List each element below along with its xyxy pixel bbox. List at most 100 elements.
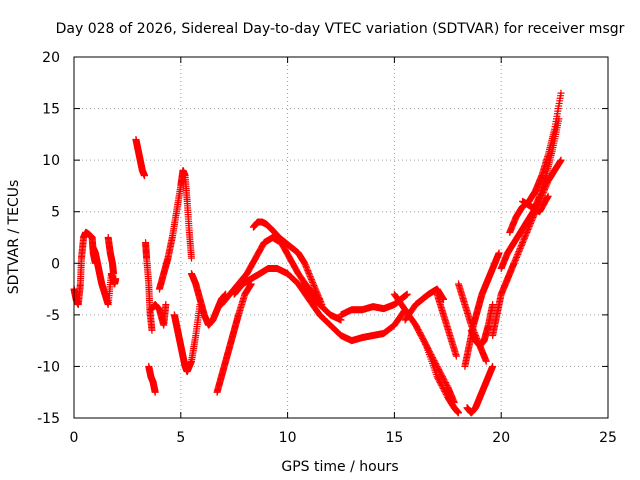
- data-point-marker: [472, 331, 480, 339]
- data-point-marker: [440, 295, 448, 303]
- series-arc-01: [70, 228, 99, 309]
- data-point-marker: [422, 342, 430, 350]
- data-point-marker: [420, 337, 428, 345]
- series-arc-08: [155, 166, 195, 293]
- data-point-marker: [304, 267, 312, 275]
- y-tick-label: 20: [42, 50, 60, 66]
- series-arc-20: [412, 321, 458, 407]
- data-point-marker: [413, 324, 421, 332]
- x-axis-label: GPS time / hours: [281, 459, 398, 475]
- data-point-marker: [427, 351, 435, 359]
- data-point-marker: [467, 321, 475, 329]
- y-tick-label: -5: [46, 308, 60, 324]
- data-point-marker: [309, 278, 317, 286]
- data-point-marker: [544, 192, 552, 200]
- data-point-marker: [438, 371, 446, 379]
- data-point-marker: [431, 358, 439, 366]
- data-point-marker: [302, 262, 310, 270]
- series-arc-14: [230, 264, 345, 324]
- data-point-marker: [301, 261, 309, 269]
- data-point-marker: [473, 334, 481, 342]
- x-tick-label: 0: [70, 430, 79, 446]
- data-point-marker: [429, 355, 437, 363]
- data-point-marker: [305, 270, 313, 278]
- data-point-marker: [513, 252, 521, 260]
- data-point-marker: [162, 301, 170, 309]
- data-point-marker: [417, 331, 425, 339]
- x-tick-label: 25: [599, 430, 617, 446]
- data-point-marker: [314, 290, 322, 298]
- data-point-marker: [440, 376, 448, 384]
- data-point-marker: [422, 340, 430, 348]
- data-point-marker: [511, 258, 519, 266]
- data-point-marker: [469, 324, 477, 332]
- data-point-marker: [304, 268, 312, 276]
- data-point-marker: [426, 349, 434, 357]
- data-point-marker: [523, 228, 531, 236]
- data-point-marker: [187, 254, 195, 262]
- data-point-marker: [522, 231, 530, 239]
- data-point-marker: [557, 89, 565, 97]
- data-point-marker: [312, 286, 320, 294]
- data-point-marker: [471, 330, 479, 338]
- data-point-marker: [413, 323, 421, 331]
- data-point-marker: [489, 301, 497, 309]
- series-arc-27: [519, 192, 552, 216]
- data-point-marker: [432, 359, 440, 367]
- data-point-marker: [472, 333, 480, 341]
- data-point-marker: [309, 280, 317, 288]
- data-point-marker: [311, 284, 319, 292]
- data-point-marker: [510, 259, 518, 267]
- data-point-marker: [470, 327, 478, 335]
- data-point-marker: [310, 281, 318, 289]
- data-point-marker: [514, 249, 522, 257]
- data-point-marker: [308, 277, 316, 285]
- data-point-marker: [430, 357, 438, 365]
- data-point-marker: [306, 271, 314, 279]
- series-arc-18: [401, 285, 448, 324]
- data-point-marker: [454, 409, 462, 417]
- data-point-marker: [112, 275, 120, 283]
- data-point-marker: [518, 240, 526, 248]
- data-point-marker: [489, 362, 497, 370]
- data-point-marker: [314, 292, 322, 300]
- series-arc-05: [142, 239, 156, 334]
- data-point-marker: [544, 193, 552, 201]
- series-arc-09: [170, 301, 204, 376]
- data-point-marker: [307, 274, 315, 282]
- series-arc-11: [213, 280, 255, 396]
- data-point-marker: [416, 329, 424, 337]
- data-point-marker: [419, 334, 427, 342]
- series-arc-24: [489, 156, 565, 339]
- series-arc-21: [463, 362, 497, 417]
- data-point-marker: [475, 339, 483, 347]
- data-point-marker: [419, 336, 427, 344]
- data-point-marker: [403, 290, 411, 298]
- data-points: [70, 89, 565, 417]
- data-point-marker: [495, 249, 503, 257]
- x-tick-label: 10: [279, 430, 297, 446]
- data-point-marker: [517, 243, 525, 251]
- data-point-marker: [515, 247, 523, 255]
- data-point-marker: [432, 361, 440, 369]
- data-point-marker: [469, 326, 477, 334]
- data-point-marker: [514, 250, 522, 258]
- series-arc-07: [147, 301, 170, 329]
- data-point-marker: [148, 326, 156, 334]
- series-arc-13: [249, 218, 326, 309]
- axis-ticks: [73, 56, 609, 419]
- data-point-marker: [523, 227, 531, 235]
- data-point-marker: [441, 377, 449, 385]
- data-point-marker: [140, 172, 148, 180]
- data-point-marker: [438, 373, 446, 381]
- data-point-marker: [110, 270, 118, 278]
- data-point-marker: [517, 242, 525, 250]
- chart-title: Day 028 of 2026, Sidereal Day-to-day VTE…: [56, 21, 625, 37]
- data-point-marker: [416, 330, 424, 338]
- data-point-marker: [435, 365, 443, 373]
- data-point-marker: [151, 388, 159, 396]
- series-arc-06: [145, 362, 159, 396]
- data-point-marker: [482, 357, 490, 365]
- data-point-marker: [450, 399, 458, 407]
